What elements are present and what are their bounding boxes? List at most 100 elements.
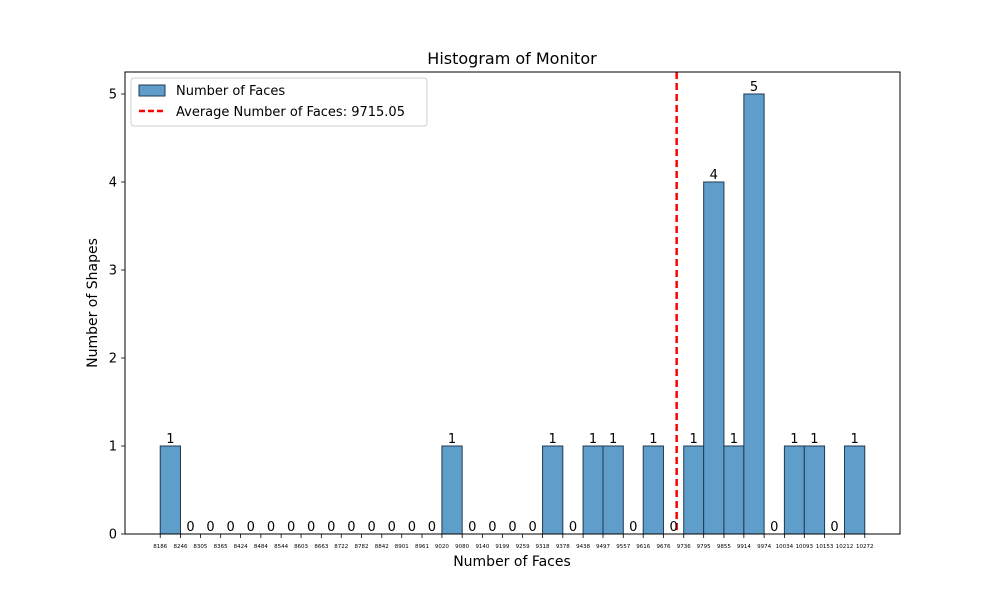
bar-count-label: 0 (287, 520, 295, 535)
legend-label-bars: Number of Faces (176, 84, 285, 99)
x-tick-label: 8663 (314, 544, 328, 550)
bar-count-label: 0 (770, 520, 778, 535)
bar-count-label: 0 (528, 520, 536, 535)
x-tick-label: 10153 (816, 544, 834, 550)
axes-frame (124, 71, 901, 535)
histogram-bar (642, 445, 664, 535)
histogram-bar (743, 93, 765, 535)
bar-count-label: 1 (810, 432, 818, 447)
y-axis-title: Number of Shapes (85, 238, 101, 368)
x-tick-label: 8782 (355, 544, 369, 550)
x-tick-label: 9736 (677, 544, 691, 550)
bar-count-label: 1 (589, 432, 597, 447)
bar-count-label: 0 (327, 520, 335, 535)
x-tick-label: 9795 (697, 544, 711, 550)
x-tick-label: 9080 (455, 544, 469, 550)
x-tick-label: 8603 (294, 544, 308, 550)
x-tick-label: 8305 (193, 544, 207, 550)
y-tick-label: 4 (109, 176, 117, 191)
x-axis-title: Number of Faces (453, 554, 571, 570)
x-tick-label: 8424 (234, 544, 248, 550)
x-tick-label: 10272 (856, 544, 874, 550)
x-tick-label: 8961 (415, 544, 429, 550)
bars-layer (159, 93, 866, 535)
y-tick-label: 0 (109, 528, 117, 543)
y-tick-label: 3 (109, 264, 117, 279)
bar-count-label: 0 (388, 520, 396, 535)
histogram-bar (542, 445, 564, 535)
histogram-bar (159, 445, 181, 535)
x-tick-label: 8722 (334, 544, 348, 550)
bar-count-label: 0 (307, 520, 315, 535)
x-tick-label: 8901 (395, 544, 409, 550)
x-tick-label: 8186 (153, 544, 167, 550)
legend-swatch-bars (138, 84, 166, 97)
bar-count-label: 0 (247, 520, 255, 535)
x-tick-label: 9259 (516, 544, 530, 550)
x-tick-label: 9557 (616, 544, 630, 550)
bar-count-label: 1 (166, 432, 174, 447)
histogram-bar (683, 445, 705, 535)
bar-count-label: 1 (730, 432, 738, 447)
bar-count-label: 1 (649, 432, 657, 447)
bar-count-label: 0 (468, 520, 476, 535)
histogram-bar (783, 445, 805, 535)
x-tick-label: 8842 (375, 544, 389, 550)
x-tick-label: 8484 (254, 544, 268, 550)
histogram-bar (703, 181, 725, 535)
x-tick-label: 9438 (576, 544, 590, 550)
bar-count-label: 0 (368, 520, 376, 535)
y-tick-label: 2 (109, 352, 117, 367)
bar-count-label: 0 (186, 520, 194, 535)
histogram-bar (582, 445, 604, 535)
bar-count-label: 0 (830, 520, 838, 535)
x-tick-label: 9318 (536, 544, 550, 550)
bar-count-label: 0 (227, 520, 235, 535)
histogram-bar (602, 445, 624, 535)
bar-count-label: 1 (790, 432, 798, 447)
bar-count-label: 0 (629, 520, 637, 535)
histogram-bar (844, 445, 866, 535)
chart-title: Histogram of Monitor (427, 49, 597, 68)
y-tick-label: 1 (109, 440, 117, 455)
x-tick-label: 9497 (596, 544, 610, 550)
bar-count-label: 4 (710, 168, 718, 183)
x-tick-label: 8544 (274, 544, 288, 550)
bar-count-label: 0 (669, 520, 677, 535)
x-tick-label: 9914 (737, 544, 751, 550)
histogram-bar (441, 445, 463, 535)
x-tick-label: 9378 (556, 544, 570, 550)
bar-count-label: 0 (488, 520, 496, 535)
bar-count-label: 1 (448, 432, 456, 447)
x-tick-label: 9974 (757, 544, 771, 550)
bar-count-label: 0 (408, 520, 416, 535)
x-tick-label: 8246 (173, 544, 187, 550)
y-tick-label: 5 (109, 88, 117, 103)
x-tick-label: 10093 (796, 544, 814, 550)
x-tick-label: 10034 (776, 544, 794, 550)
bar-count-label: 0 (267, 520, 275, 535)
legend-box (130, 77, 428, 127)
x-tick-label: 9199 (495, 544, 509, 550)
bar-count-label: 0 (206, 520, 214, 535)
bar-count-label: 0 (347, 520, 355, 535)
x-tick-label: 9140 (475, 544, 489, 550)
bar-count-label: 1 (690, 432, 698, 447)
x-tick-label: 10212 (836, 544, 854, 550)
x-tick-label: 9676 (656, 544, 670, 550)
histogram-bar (803, 445, 826, 535)
plot-frame (124, 71, 901, 535)
legend: Number of Faces Average Number of Faces:… (130, 77, 428, 127)
bar-count-label: 0 (508, 520, 516, 535)
x-tick-label: 8365 (214, 544, 228, 550)
bar-count-label: 1 (609, 432, 617, 447)
bar-count-label: 1 (549, 432, 557, 447)
histogram-bar (723, 445, 745, 535)
x-tick-label: 9020 (435, 544, 449, 550)
legend-label-average: Average Number of Faces: 9715.05 (176, 105, 405, 120)
bar-count-label: 5 (750, 80, 758, 95)
x-tick-label: 9855 (717, 544, 731, 550)
bar-count-label: 0 (569, 520, 577, 535)
